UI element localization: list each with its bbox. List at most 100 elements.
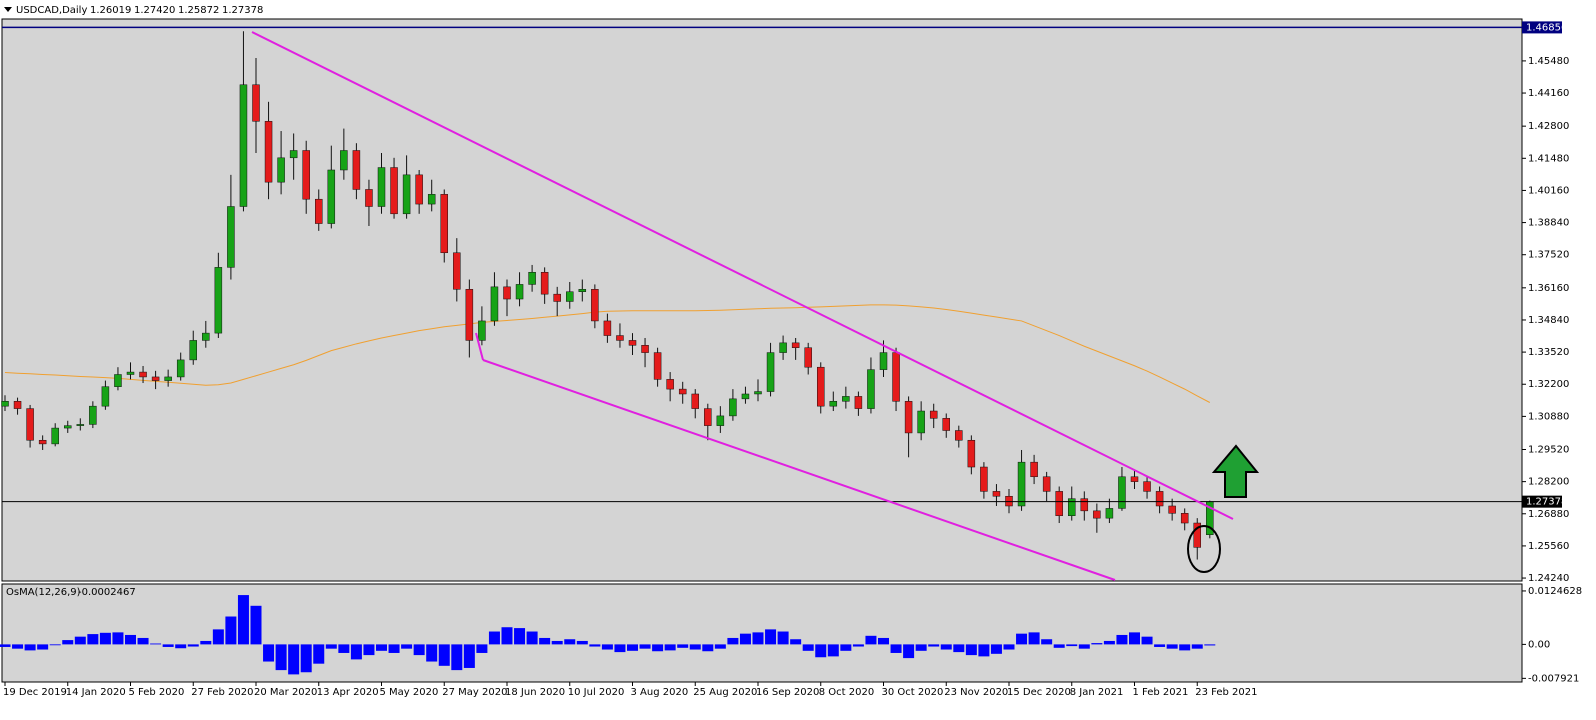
price-label: 1.27378 xyxy=(1526,497,1567,508)
open-label: 1.26019 xyxy=(90,5,131,16)
x-tick-label: 30 Oct 2020 xyxy=(882,687,944,698)
y-tick-label: 1.33520 xyxy=(1528,347,1569,358)
candle-body xyxy=(114,374,122,387)
candle-body xyxy=(704,408,712,426)
x-tick-label: 23 Feb 2021 xyxy=(1195,687,1257,698)
x-tick-label: 3 Aug 2020 xyxy=(631,687,689,698)
candle-body xyxy=(390,167,398,215)
candle-body xyxy=(879,352,888,370)
osma-bar xyxy=(476,644,488,653)
candle-body xyxy=(691,393,699,409)
candle-body xyxy=(1193,522,1201,548)
candle-body xyxy=(126,371,135,375)
osma-bar xyxy=(463,644,475,668)
osma-bar xyxy=(74,636,86,645)
y-tick-label: 1.32200 xyxy=(1528,379,1569,390)
x-tick-label: 27 Feb 2020 xyxy=(191,687,253,698)
y-tick-label: 1.44160 xyxy=(1528,88,1569,99)
x-tick-label: 5 Feb 2020 xyxy=(129,687,185,698)
osma-bar xyxy=(890,644,902,653)
candle-body xyxy=(101,386,110,407)
osma-bar xyxy=(965,644,977,656)
osma-bar xyxy=(438,644,450,666)
candle-body xyxy=(202,332,210,341)
osma-bar xyxy=(300,644,312,673)
candle-body xyxy=(791,342,800,348)
candle-body xyxy=(616,335,624,341)
osma-bar xyxy=(589,644,601,647)
osma-bar xyxy=(1041,639,1053,645)
osma-bar xyxy=(677,644,689,648)
y-tick-label: 1.28200 xyxy=(1528,477,1569,488)
highlight-ellipse xyxy=(1187,525,1221,573)
osma-bar xyxy=(350,644,362,660)
close-label: 1.27378 xyxy=(222,5,263,16)
moving-average xyxy=(4,304,1211,403)
candle-body xyxy=(402,174,411,215)
candle-body xyxy=(490,286,499,322)
osma-bar xyxy=(689,644,701,650)
osma-bar xyxy=(401,644,413,649)
osma-bar xyxy=(840,644,852,651)
osma-bar xyxy=(150,643,162,645)
candle-body xyxy=(302,150,310,200)
osma-bar xyxy=(275,644,287,671)
candle-body xyxy=(917,410,925,434)
candle-body xyxy=(678,388,687,395)
candle-body xyxy=(553,293,561,302)
candle-body xyxy=(766,352,775,392)
osma-bar xyxy=(451,644,463,671)
candle-body xyxy=(578,289,587,292)
osma-bar xyxy=(639,644,651,649)
osma-bar xyxy=(601,644,613,650)
y-tick-label: 1.25560 xyxy=(1528,541,1569,552)
symbol-label: USDCAD,Daily xyxy=(16,5,87,16)
osma-bar xyxy=(551,640,563,645)
osma-bar xyxy=(915,644,927,651)
candle-body xyxy=(1180,513,1189,524)
osma-bar xyxy=(1066,644,1078,647)
candle-body xyxy=(980,466,988,492)
candle-body xyxy=(603,320,612,336)
candle-body xyxy=(503,286,511,300)
candle-body xyxy=(289,150,298,159)
candle-body xyxy=(779,342,787,353)
osma-bar xyxy=(325,644,337,649)
osma-bar xyxy=(1103,640,1115,645)
trendline-upper xyxy=(251,31,1234,520)
osma-bar xyxy=(263,644,275,662)
candle-body xyxy=(716,415,725,426)
osma-bar xyxy=(1129,632,1140,645)
candle-body xyxy=(967,439,976,468)
candle-body xyxy=(327,169,336,224)
y-tick-label: 1.41480 xyxy=(1528,153,1569,164)
candle-body xyxy=(729,398,737,417)
osma-bar xyxy=(1166,644,1178,649)
osma-bar xyxy=(564,639,576,645)
osma-bar xyxy=(827,644,839,657)
indicator-value: -0.0002467 xyxy=(78,587,136,598)
osma-bar xyxy=(664,644,676,651)
osma-bar xyxy=(714,644,726,649)
osma-bar xyxy=(852,644,864,647)
osma-bar xyxy=(87,634,99,645)
x-tick-label: 8 Oct 2020 xyxy=(819,687,874,698)
candle-body xyxy=(829,401,838,407)
indicator-y-tick-label: 0.00 xyxy=(1528,639,1550,650)
candle-body xyxy=(139,371,147,378)
y-tick-label: 1.45480 xyxy=(1528,56,1569,67)
up-arrow xyxy=(1211,444,1260,498)
osma-bar xyxy=(162,644,174,647)
candle-body xyxy=(540,271,549,295)
high-label: 1.27420 xyxy=(134,5,175,16)
osma-bar xyxy=(652,644,664,652)
osma-bar xyxy=(99,632,111,645)
candle-body xyxy=(440,194,448,254)
osma-bar xyxy=(627,644,638,651)
candle-body xyxy=(365,189,373,207)
osma-bar xyxy=(790,639,802,645)
candle-body xyxy=(176,359,185,378)
osma-bar xyxy=(112,632,124,645)
candle-body xyxy=(515,284,524,300)
osma-bar xyxy=(426,644,438,662)
